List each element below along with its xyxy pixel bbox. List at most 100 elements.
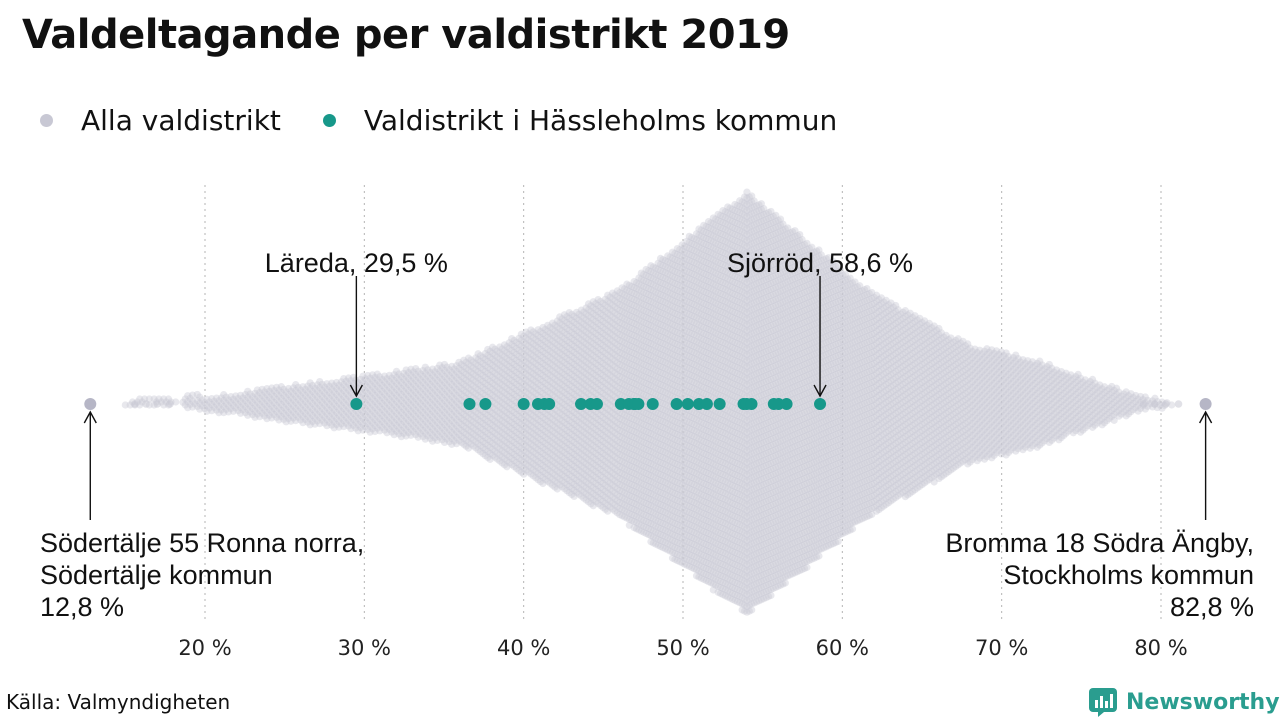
district-point-106 <box>248 393 257 401</box>
district-point-382 <box>347 413 355 421</box>
district-point-98 <box>244 393 252 401</box>
district-point-133 <box>260 406 269 414</box>
district-point-193 <box>287 387 295 395</box>
district-point-502 <box>378 387 386 396</box>
legend: Alla valdistrikt Valdistrikt i Hässlehol… <box>40 100 879 140</box>
district-point-341 <box>335 423 343 431</box>
district-point-222 <box>296 410 305 418</box>
district-point-356 <box>340 410 348 419</box>
district-point-307 <box>325 406 333 414</box>
district-point-50 <box>208 395 216 403</box>
district-point-475 <box>371 403 379 412</box>
district-point-141 <box>265 387 273 395</box>
district-point-376 <box>347 377 355 385</box>
district-point-448 <box>364 419 372 428</box>
district-point-38 <box>196 393 204 401</box>
district-point-121 <box>256 395 264 403</box>
district-point-385 <box>349 373 357 381</box>
district-point-74 <box>227 393 235 401</box>
district-point-76 <box>227 405 235 413</box>
district-point-442 <box>364 383 372 392</box>
district-point-342 <box>337 378 345 386</box>
district-point-371 <box>344 398 353 406</box>
district-point-364 <box>342 407 350 415</box>
x-tick-label-30: 30 % <box>338 636 391 660</box>
district-point-301 <box>323 416 331 424</box>
district-point-51 <box>208 401 216 409</box>
district-point-154 <box>270 399 278 407</box>
district-point-129 <box>258 409 266 417</box>
district-point-85 <box>234 407 242 415</box>
district-point-171 <box>277 395 285 403</box>
district-point-62 <box>217 400 225 408</box>
district-point-259 <box>311 384 319 392</box>
district-point-16 <box>160 395 168 403</box>
district-point-223 <box>296 416 305 424</box>
district-point-335 <box>335 387 343 395</box>
district-point-24 <box>181 395 189 403</box>
district-point-414 <box>356 387 365 396</box>
district-point-431 <box>361 375 369 383</box>
district-point-443 <box>364 389 372 398</box>
district-point-355 <box>340 404 348 413</box>
district-point-401 <box>352 418 360 426</box>
district-point-440 <box>364 371 372 380</box>
district-point-346 <box>337 402 345 410</box>
district-point-159 <box>272 395 281 403</box>
district-point-149 <box>268 402 276 410</box>
district-point-216 <box>294 407 302 415</box>
district-point-321 <box>330 400 338 408</box>
district-point-291 <box>320 401 329 409</box>
district-point-200 <box>289 390 297 398</box>
district-point-254 <box>308 393 317 402</box>
district-point-226 <box>299 395 307 403</box>
district-point-334 <box>335 381 343 389</box>
district-point-26 <box>184 392 192 400</box>
district-point-352 <box>340 386 348 395</box>
district-point-212 <box>294 383 302 391</box>
district-point-220 <box>296 398 305 406</box>
district-point-132 <box>260 400 269 408</box>
district-point-178 <box>280 403 288 411</box>
district-point-111 <box>251 395 259 403</box>
district-point-361 <box>342 389 350 397</box>
district-point-72 <box>224 402 233 410</box>
district-point-238 <box>304 388 312 396</box>
district-point-197 <box>287 411 295 419</box>
district-point-155 <box>270 405 278 413</box>
district-point-272 <box>313 417 321 425</box>
district-point-411 <box>354 427 362 435</box>
district-point-312 <box>328 391 336 399</box>
district-point-96 <box>241 409 249 417</box>
district-point-306 <box>325 400 333 408</box>
district-point-217 <box>294 413 302 421</box>
district-point-17 <box>160 401 168 409</box>
district-point-337 <box>335 399 343 407</box>
district-point-349 <box>337 420 345 428</box>
district-point-158 <box>272 389 281 397</box>
district-point-186 <box>282 418 290 426</box>
district-point-275 <box>316 389 324 398</box>
district-point-339 <box>335 411 343 419</box>
district-point-192 <box>284 414 293 423</box>
district-point-310 <box>328 379 336 387</box>
district-point-500 <box>378 375 386 384</box>
district-point-456 <box>366 410 374 418</box>
district-point-439 <box>361 423 369 431</box>
district-point-194 <box>287 393 295 401</box>
district-point-372 <box>344 404 353 412</box>
district-point-188 <box>284 390 293 399</box>
district-point-358 <box>340 422 348 431</box>
district-point-422 <box>359 378 367 386</box>
district-point-408 <box>354 409 362 417</box>
district-point-117 <box>253 398 261 406</box>
district-point-419 <box>356 417 365 426</box>
district-point-473 <box>371 391 379 400</box>
district-point-351 <box>340 380 348 389</box>
district-point-468 <box>368 419 377 427</box>
district-point-39 <box>196 399 204 407</box>
district-point-65 <box>220 397 228 405</box>
district-point-270 <box>313 405 321 413</box>
district-point-281 <box>318 380 326 388</box>
district-point-476 <box>371 409 379 418</box>
